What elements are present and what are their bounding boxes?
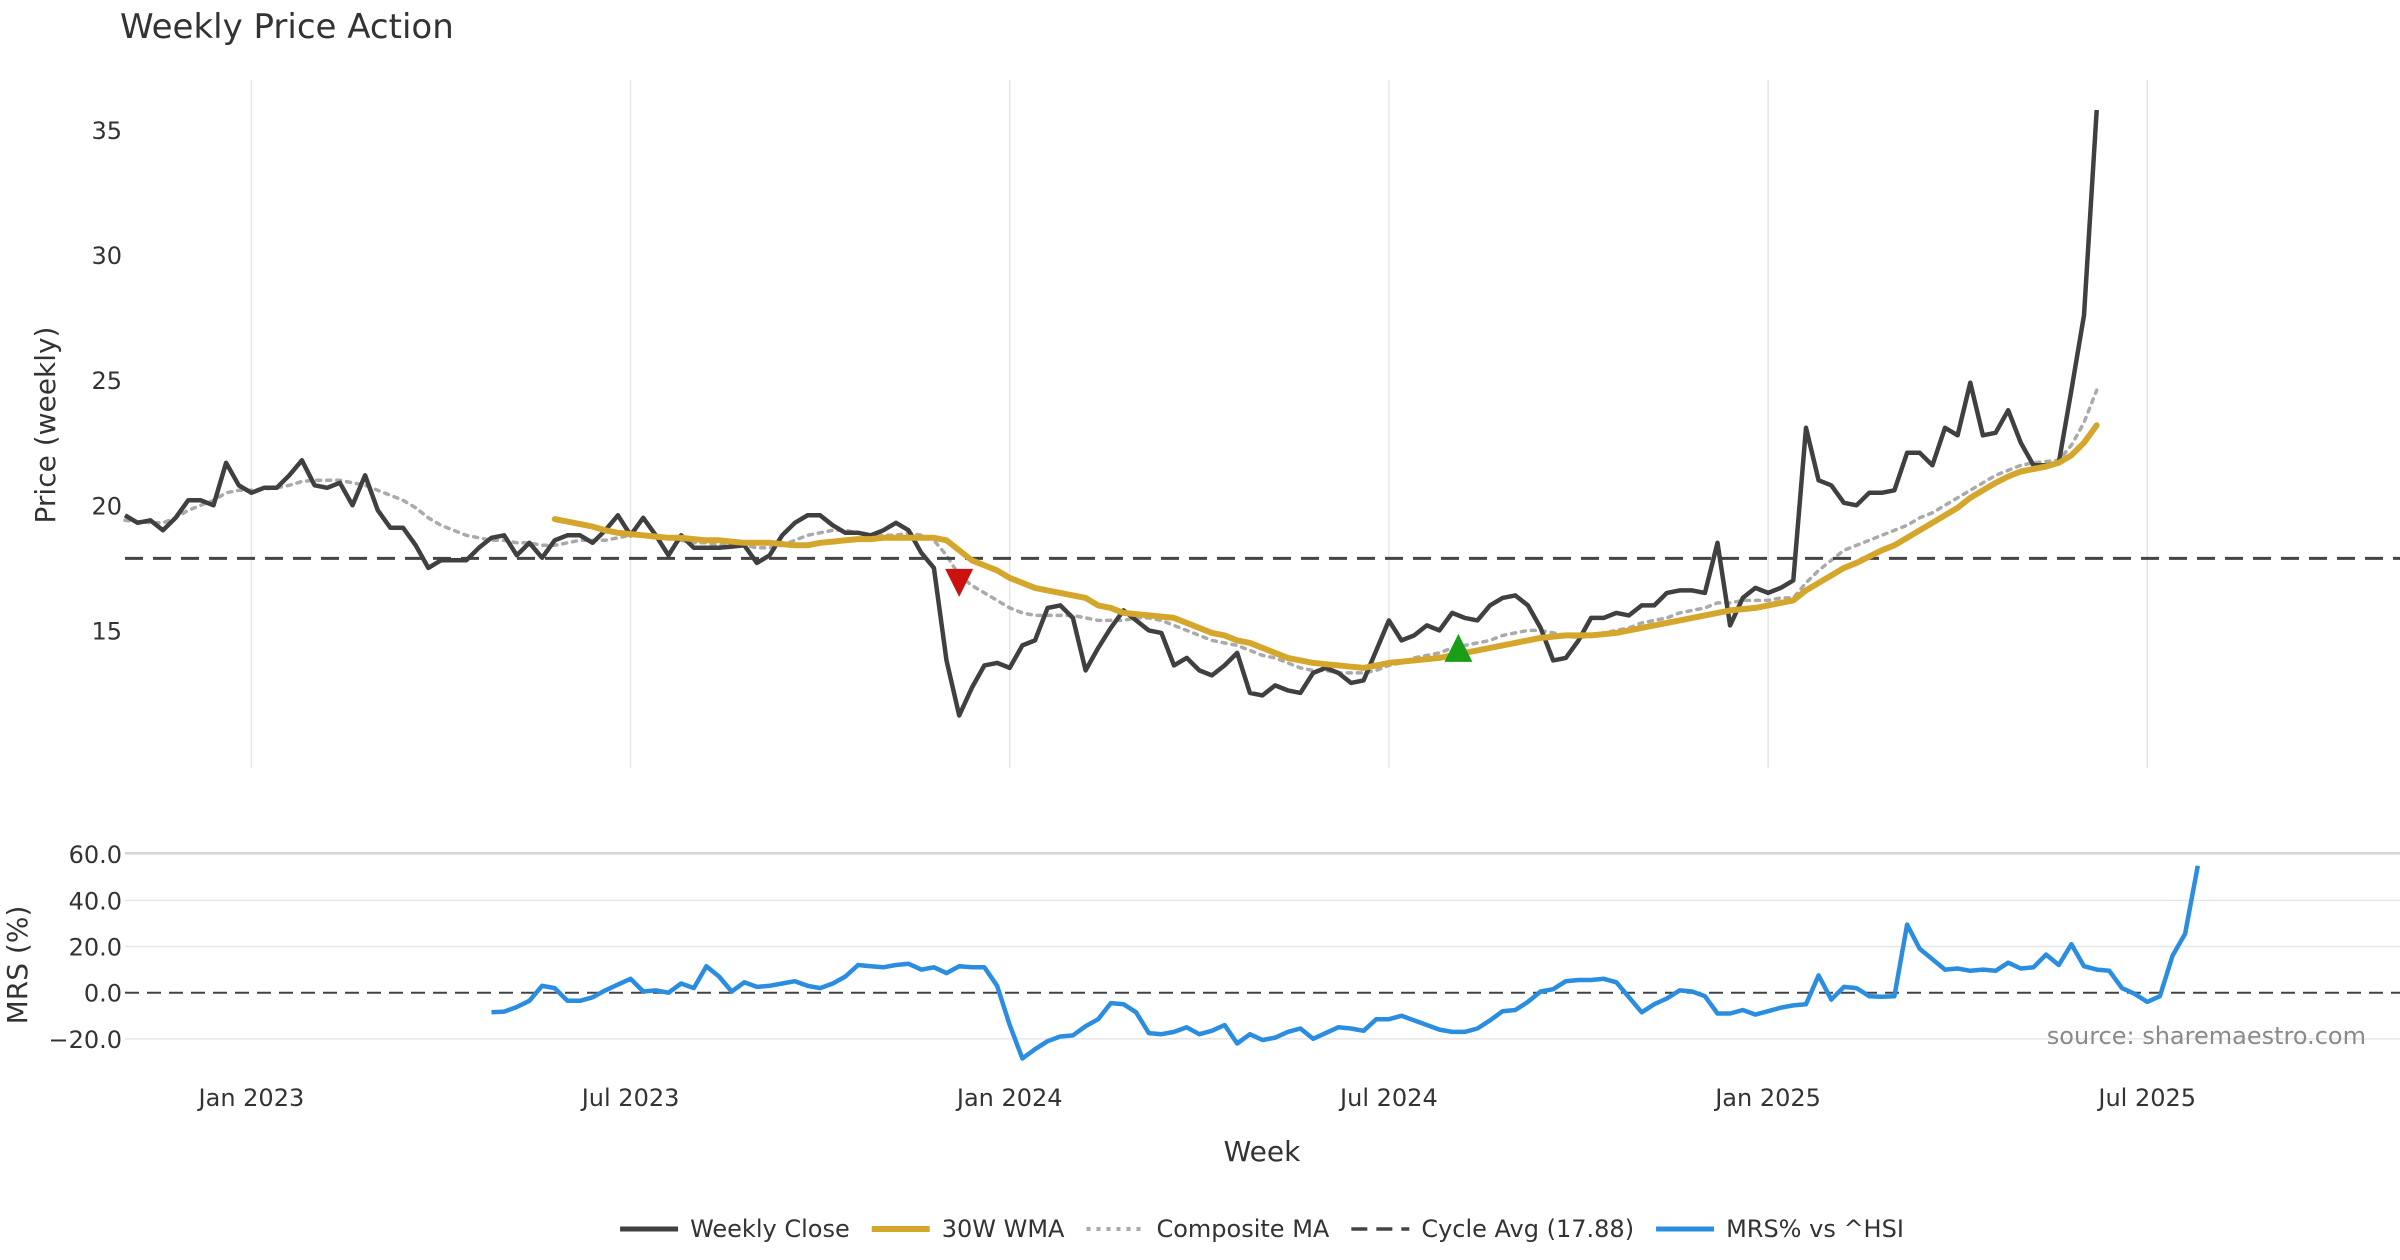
- price-y-tick-label: 30: [91, 242, 122, 270]
- legend-label: Composite MA: [1156, 1215, 1329, 1243]
- price-y-ticks: 15 20 25 30 35: [91, 117, 122, 645]
- mrs-y-ticks: −20.0 0.0 20.0 40.0 60.0: [48, 841, 122, 1054]
- price-y-axis-title: Price (weekly): [29, 327, 62, 524]
- mrs-y-tick-label: 0.0: [84, 980, 122, 1008]
- wma-30w-line: [551, 422, 2100, 671]
- source-label: source: sharemaestro.com: [2047, 1022, 2366, 1050]
- legend-label: MRS% vs ^HSI: [1726, 1215, 1904, 1243]
- legend-label: Cycle Avg (17.88): [1421, 1215, 1634, 1243]
- price-y-tick-label: 20: [91, 492, 122, 520]
- x-tick-label: Jul 2025: [2096, 1084, 2196, 1112]
- legend: Weekly Close 30W WMA Composite MA Cycle Avg…: [620, 1215, 1904, 1243]
- mrs-y-tick-label: −20.0: [48, 1026, 122, 1054]
- composite-ma-line: [123, 388, 2099, 675]
- sell-signal-marker: [945, 568, 974, 597]
- legend-label: Weekly Close: [690, 1215, 850, 1243]
- price-y-tick-label: 35: [91, 117, 122, 145]
- weekly-close-line: [123, 109, 2099, 718]
- legend-label: 30W WMA: [942, 1215, 1065, 1243]
- x-axis-title: Week: [1224, 1135, 1301, 1168]
- price-grid: [250, 80, 2148, 768]
- mrs-y-tick-label: 20.0: [69, 934, 122, 962]
- buy-signal-marker: [1444, 633, 1473, 662]
- x-tick-label: Jan 2023: [197, 1084, 305, 1112]
- mrs-line: [491, 865, 2201, 1061]
- price-y-tick-label: 15: [91, 617, 122, 645]
- signal-markers: [945, 568, 1473, 662]
- x-tick-label: Jan 2024: [955, 1084, 1063, 1112]
- mrs-y-tick-label: 60.0: [69, 841, 122, 869]
- mrs-series: [491, 865, 2201, 1061]
- x-tick-label: Jul 2023: [580, 1084, 680, 1112]
- chart-title: Weekly Price Action: [120, 7, 454, 47]
- mrs-y-tick-label: 40.0: [69, 887, 122, 915]
- mrs-y-axis-title: MRS (%): [1, 906, 34, 1025]
- x-tick-label: Jan 2025: [1713, 1084, 1821, 1112]
- mrs-grid: [125, 852, 2400, 1040]
- price-series: [123, 109, 2400, 718]
- x-tick-label: Jul 2024: [1338, 1084, 1438, 1112]
- price-y-tick-label: 25: [91, 367, 122, 395]
- x-ticks: Jan 2023 Jul 2023 Jan 2024 Jul 2024 Jan 2025…: [197, 1084, 2197, 1112]
